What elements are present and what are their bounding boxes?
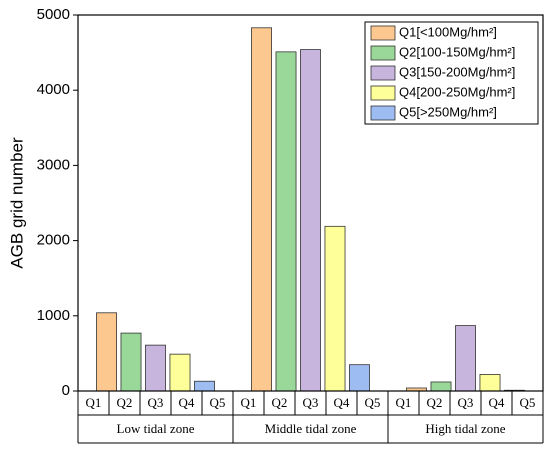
bar [169, 353, 191, 392]
x-tick-label: Q2 [272, 395, 288, 410]
group-label: Middle tidal zone [265, 421, 357, 436]
x-tick-label: Q5 [210, 395, 226, 410]
legend-label: Q2[100-150Mg/hm²] [399, 44, 515, 59]
x-tick-label: Q4 [179, 395, 195, 410]
bar [300, 49, 321, 392]
x-tick-label: Q1 [396, 395, 412, 410]
y-tick-label: 0 [62, 382, 70, 399]
legend-label: Q3[150-200Mg/hm²] [399, 64, 515, 79]
bar [145, 344, 166, 392]
group-label: Low tidal zone [117, 421, 195, 436]
bar [251, 27, 272, 392]
legend-swatch [370, 85, 396, 101]
legend-swatch [370, 25, 396, 41]
y-tick-label: 1000 [37, 307, 70, 324]
bar [479, 374, 501, 392]
y-axis-label: AGB grid number [7, 137, 26, 269]
bar [349, 364, 370, 392]
bar [275, 51, 297, 392]
x-tick-label: Q3 [458, 395, 474, 410]
legend-label: Q4[200-250Mg/hm²] [399, 84, 515, 99]
y-tick-label: 2000 [37, 232, 70, 249]
legend-swatch [370, 45, 396, 61]
x-tick-label: Q1 [86, 395, 102, 410]
bar [194, 380, 215, 392]
plot-frame [77, 14, 544, 392]
x-tick-label: Q1 [241, 395, 257, 410]
x-tick-label: Q2 [117, 395, 133, 410]
y-tick-label: 3000 [37, 156, 70, 173]
legend-swatch [370, 105, 396, 121]
x-tick-label: Q4 [334, 395, 350, 410]
bar [96, 312, 117, 392]
x-tick-label: Q5 [365, 395, 381, 410]
legend-swatch [370, 65, 396, 81]
bar [455, 325, 476, 392]
x-tick-label: Q4 [489, 395, 505, 410]
x-tick-label: Q5 [520, 395, 536, 410]
x-tick-label: Q3 [303, 395, 319, 410]
bar [120, 332, 142, 392]
y-tick-label: 5000 [37, 6, 70, 23]
x-tick-label: Q2 [427, 395, 443, 410]
bar [324, 225, 346, 392]
y-tick-label: 4000 [37, 81, 70, 98]
legend-label: Q1[<100Mg/hm²] [399, 24, 497, 39]
group-label: High tidal zone [425, 421, 505, 436]
bar [430, 381, 452, 392]
x-tick-label: Q3 [148, 395, 164, 410]
legend-label: Q5[>250Mg/hm²] [399, 104, 497, 119]
